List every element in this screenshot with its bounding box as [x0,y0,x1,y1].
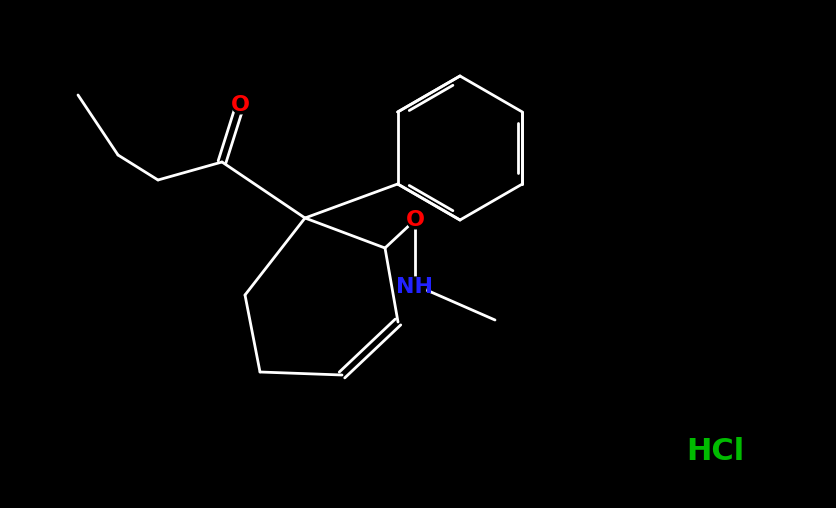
Text: NH: NH [396,277,434,297]
Text: O: O [231,95,249,115]
Text: HCl: HCl [686,437,744,466]
Text: O: O [405,210,425,230]
